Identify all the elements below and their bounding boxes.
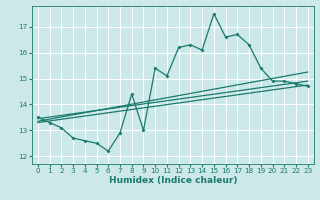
X-axis label: Humidex (Indice chaleur): Humidex (Indice chaleur) xyxy=(108,176,237,185)
